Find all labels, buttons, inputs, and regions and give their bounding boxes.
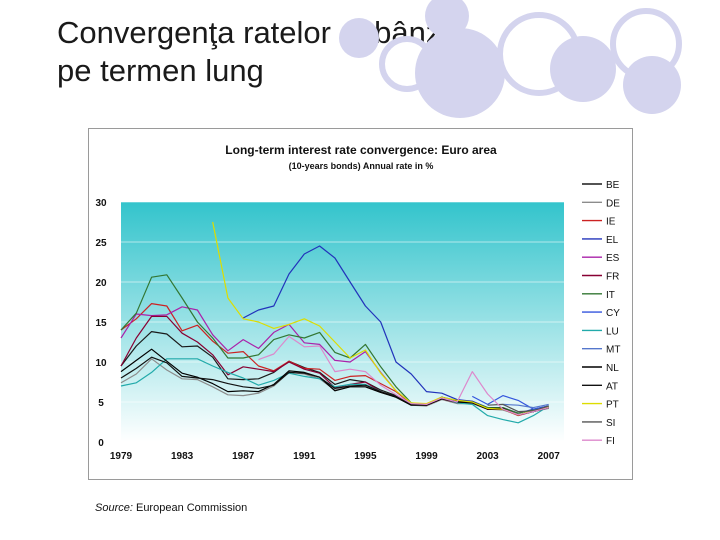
axis-layer: 0 5 10 15 20 25 30 1979 1983 1987 1991 1995 1999 2003… [95, 198, 560, 462]
series-line-fi [258, 335, 549, 416]
series-layer [120, 221, 550, 424]
source-label: Source: [95, 502, 133, 514]
x-tick-label: 1983 [171, 451, 194, 462]
y-tick-label: 5 [98, 398, 104, 409]
x-tick-label: 2007 [538, 451, 561, 462]
decor-circle-3 [415, 28, 505, 118]
legend-label-si: SI [606, 418, 615, 429]
x-tick-label: 2003 [476, 451, 499, 462]
y-tick-label: 0 [98, 438, 104, 449]
legend-label-at: AT [606, 381, 618, 392]
line-chart: 0 5 10 15 20 25 30 1979 1983 1987 1991 1995 1999 2003… [95, 143, 620, 462]
series-line-cy [472, 395, 549, 410]
legend-label-pt: PT [606, 400, 619, 411]
x-tick-label: 1987 [232, 451, 255, 462]
x-tick-label: 1999 [415, 451, 438, 462]
y-tick-label: 25 [95, 238, 107, 249]
x-tick-label: 1979 [110, 451, 133, 462]
series-line-pt [212, 221, 549, 416]
y-tick-label: 15 [95, 318, 107, 329]
series-line-mt [502, 403, 549, 409]
decor-circle-1 [339, 18, 379, 58]
y-tick-label: 30 [95, 198, 107, 209]
chart-subtitle: (10-years bonds) Annual rate in % [289, 161, 434, 171]
legend-label-cy: CY [606, 308, 620, 319]
x-tick-label: 1991 [293, 451, 316, 462]
legend-label-be: BE [606, 180, 620, 191]
series-line-nl [120, 348, 549, 416]
y-tick-label: 20 [95, 278, 107, 289]
legend-label-lu: LU [606, 326, 619, 337]
slide-title: Convergenţa ratelor dobânzii pe termen l… [57, 15, 456, 88]
legend-label-it: IT [606, 290, 615, 301]
chart-title: Long-term interest rate convergence: Eur… [225, 143, 497, 157]
legend-label-de: DE [606, 198, 620, 209]
source-text: European Commission [132, 502, 248, 514]
chart-frame: 0 5 10 15 20 25 30 1979 1983 1987 1991 1995 1999 2003… [88, 128, 633, 480]
legend-label-el: EL [606, 235, 619, 246]
legend-label-fi: FI [606, 436, 615, 447]
y-tick-label: 10 [95, 358, 107, 369]
series-line-lu [120, 358, 550, 424]
decor-circle-5 [623, 56, 681, 114]
decor-circle-4 [550, 36, 616, 102]
legend-label-es: ES [606, 253, 620, 264]
legend-label-fr: FR [606, 272, 619, 283]
x-tick-label: 1995 [354, 451, 377, 462]
legend-label-ie: IE [606, 217, 616, 228]
legend: BE DE IE EL ES FR IT CY LU MT NL AT PT SI FI [582, 180, 620, 447]
legend-label-nl: NL [606, 363, 619, 374]
grid-layer [121, 201, 564, 443]
legend-label-mt: MT [606, 345, 620, 356]
source-note: Source: European Commission [95, 502, 247, 514]
